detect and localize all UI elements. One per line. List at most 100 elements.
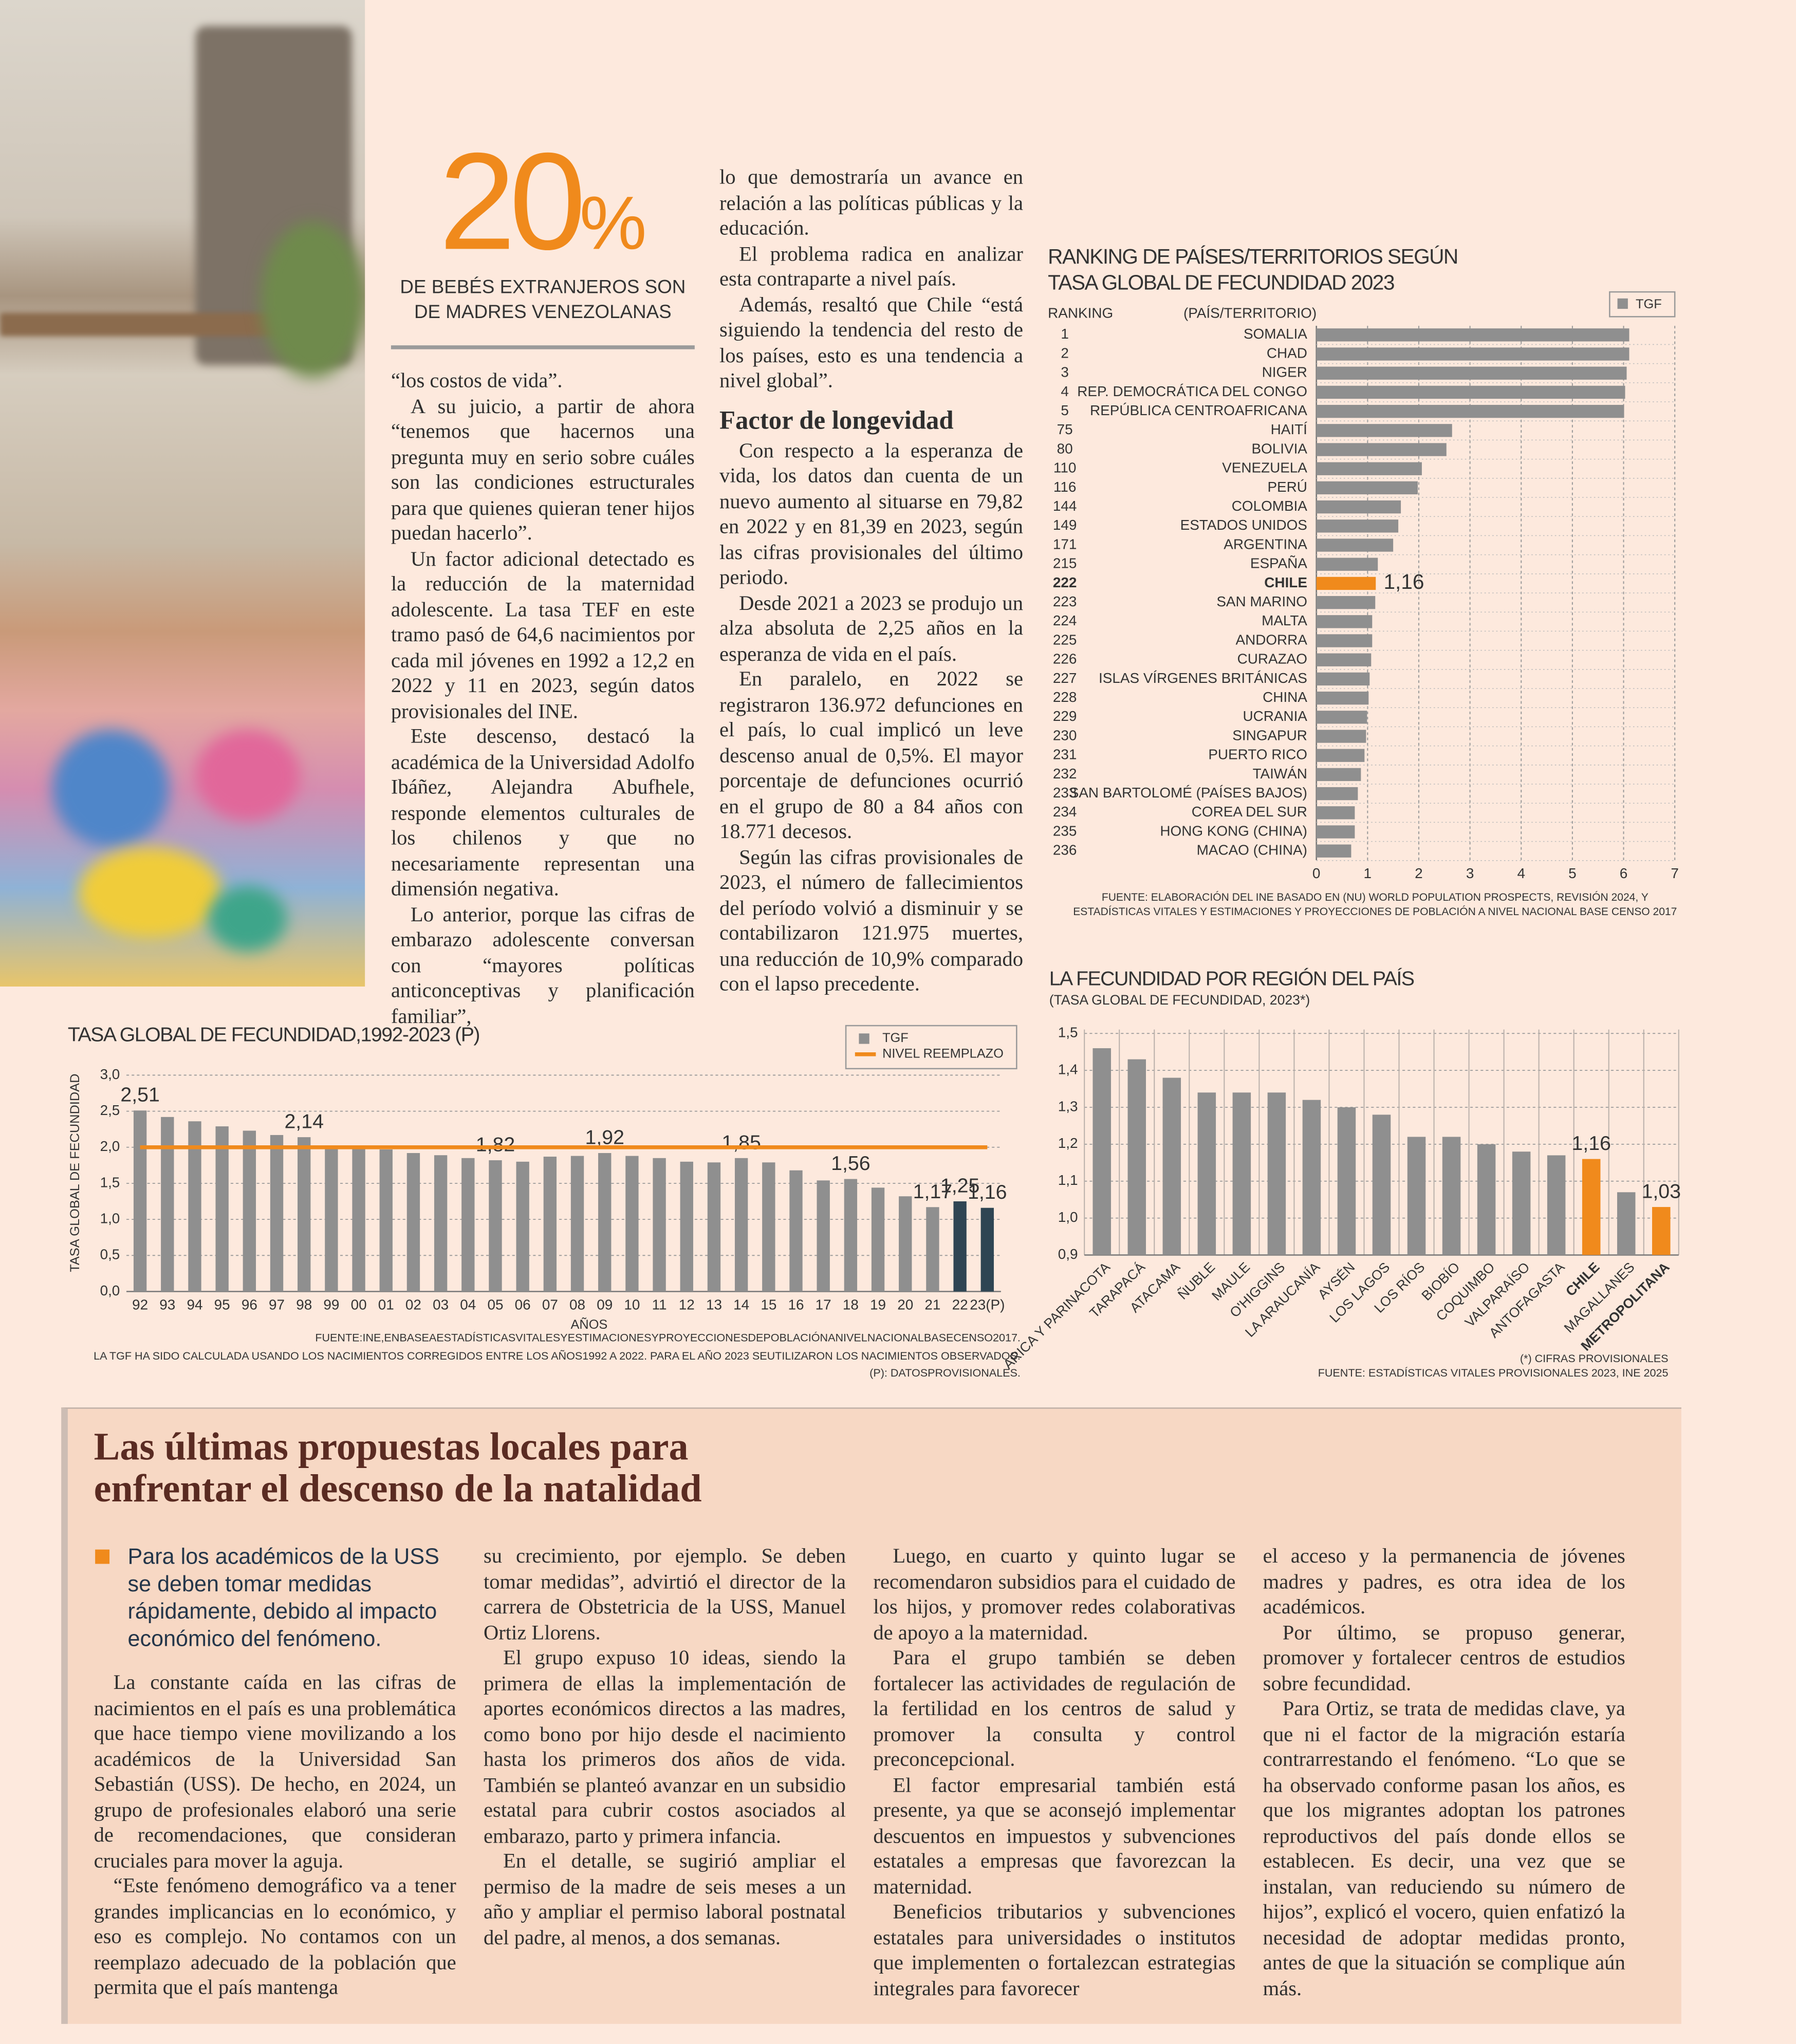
bar [1316,519,1399,533]
y-tick-label: 1,1 [1058,1172,1078,1188]
x-tick-label: 15 [761,1297,776,1313]
bar [1267,1092,1286,1255]
x-tick-label: 93 [159,1297,175,1313]
category-label: ESPAÑA [1250,555,1307,571]
category-label: CHILE [1264,574,1307,590]
paragraph: Luego, en cuarto y quinto lugar se recom… [873,1546,1236,1644]
divider [391,345,695,349]
bar [1316,404,1624,418]
category-label: ESTADOS UNIDOS [1180,517,1307,533]
column-header: RANKING [1048,305,1113,321]
bar [707,1162,721,1292]
bar [1232,1092,1251,1255]
bar [352,1147,365,1292]
rank-label: 116 [1053,479,1076,495]
y-tick-label: 1,3 [1058,1098,1078,1114]
x-tick-label: 02 [405,1297,421,1313]
rank-label: 1 [1061,326,1069,342]
rank-label: 233 [1053,785,1077,801]
bar [598,1153,612,1292]
rank-label: 215 [1053,555,1077,571]
bar [1316,749,1365,762]
category-label: PUERTO RICO [1208,747,1307,763]
bar [1162,1077,1181,1255]
x-tick-label: ÑUBLE [1175,1259,1218,1303]
paragraph: El grupo expuso 10 ideas, siendo la prim… [483,1647,846,1848]
bar [1316,672,1370,686]
bar [1512,1151,1531,1255]
category-label: COREA DEL SUR [1192,804,1307,820]
bar [489,1160,502,1292]
bar [1337,1107,1356,1255]
bar [1316,653,1372,666]
rank-label: 236 [1053,842,1077,858]
paragraph: A su juicio, a partir de ahora “tenemos … [391,395,695,545]
rank-label: 4 [1061,383,1069,399]
y-axis-label: TASA GLOBAL DE FECUNDIDAD [68,1074,82,1272]
value-label: 2,51 [120,1084,159,1106]
x-tick-label: 5 [1568,865,1577,881]
category-label: SOMALIA [1244,326,1307,342]
x-tick-label: 05 [487,1297,503,1313]
sidebar-title: Las últimas propuestas locales para [94,1425,689,1469]
bar [516,1161,529,1292]
column-header: (PAÍS/TERRITORIO) [1183,305,1317,321]
value-label: 2,14 [284,1110,323,1133]
paragraph: lo que demostraría un avance en relación… [719,166,1023,240]
value-label: 1,92 [585,1126,624,1149]
bar [1617,1192,1636,1255]
bar [1316,347,1630,361]
bar [1316,806,1355,820]
y-tick-label: 2,0 [100,1138,120,1154]
y-tick-label: 1,5 [1058,1025,1078,1040]
category-label: REPÚBLICA CENTROAFRICANA [1090,402,1307,418]
x-tick-label: 92 [132,1297,148,1313]
bar [980,1207,994,1292]
bar [1652,1207,1671,1255]
paragraph: Un factor adicional detectado es la redu… [391,548,695,723]
x-tick-label: 3 [1466,865,1474,881]
x-tick-label: 4 [1517,865,1525,881]
legend-swatch [1617,298,1628,309]
rank-label: 224 [1053,612,1077,628]
rank-label: 235 [1053,823,1077,839]
bar [379,1149,393,1292]
bar [817,1180,830,1292]
y-tick-label: 2,5 [100,1102,120,1118]
bar [789,1170,803,1292]
category-label: SINGAPUR [1232,727,1307,743]
rank-label: 231 [1053,747,1077,763]
x-tick-label: 2 [1415,865,1423,881]
x-tick-label: 12 [679,1297,695,1313]
rank-label: 75 [1057,421,1073,437]
paragraph: “los costos de vida”. [391,370,563,393]
bar [270,1135,284,1292]
y-tick-label: 0,9 [1058,1246,1078,1262]
y-tick-label: 1,5 [100,1174,120,1190]
subheading: Factor de longevidad [719,406,954,435]
bar [762,1162,775,1292]
photo [0,0,365,987]
rank-label: 222 [1053,574,1077,590]
value-label: 1,82 [476,1134,515,1156]
category-label: CHAD [1267,345,1307,361]
paragraph: En el detalle, se sugirió ampliar el per… [483,1850,846,1949]
rank-label: 5 [1061,402,1069,418]
x-tick-label: 00 [351,1297,367,1313]
rank-label: 232 [1053,766,1077,782]
rank-label: 171 [1053,536,1077,552]
paragraph: Según las cifras provisionales de 2023, … [719,846,1023,996]
bar [1407,1137,1426,1255]
sidebar-column: La constante caída en las cifras de naci… [94,1671,456,2001]
bar [625,1156,639,1292]
category-label: COLOMBIA [1232,498,1308,514]
bar [1372,1114,1391,1255]
rank-label: 144 [1053,498,1077,514]
x-tick-label: 10 [624,1297,640,1313]
x-tick-label: 23(P) [970,1297,1005,1313]
legend-label: NIVEL REEMPLAZO [882,1047,1004,1061]
bar [215,1126,229,1292]
paragraph: Para Ortiz, se trata de medidas clave, y… [1263,1698,1625,2000]
